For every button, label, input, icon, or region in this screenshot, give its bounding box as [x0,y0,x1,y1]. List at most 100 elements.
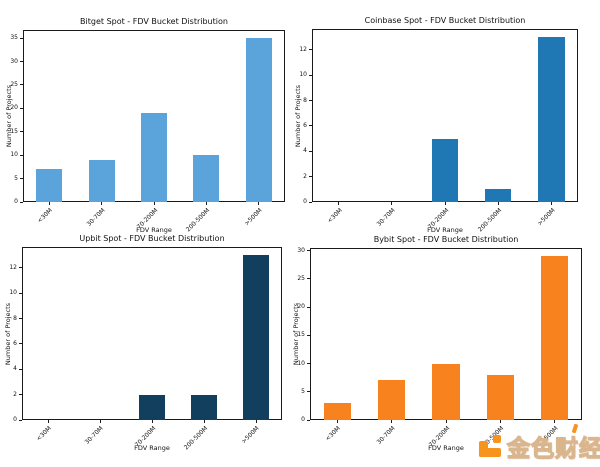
y-tick-label: 6 [13,339,17,347]
y-tick-mark [309,176,312,178]
bar [88,159,115,202]
y-tick-label: 10 [299,71,307,79]
x-tick-label: 30-70M [375,207,397,228]
y-tick-mark [19,343,22,345]
x-tick-label: 30-70M [375,425,397,446]
y-tick-mark [307,334,310,336]
y-tick-mark [19,368,22,370]
y-tick-mark [307,278,310,280]
y-tick-label: 15 [10,127,18,135]
x-tick-label: 30-70M [84,425,105,446]
x-tick-mark [445,420,447,423]
plot-area [22,247,282,420]
bar [245,38,272,202]
y-tick-mark [307,419,310,421]
y-tick-mark [309,125,312,127]
bar [140,113,168,202]
x-tick-label: 30-70M [85,207,107,228]
y-tick-label: 20 [297,303,305,311]
bar [243,255,269,420]
x-tick-mark [205,202,207,205]
y-tick-label: 0 [301,416,305,423]
y-tick-label: 5 [301,387,305,395]
y-tick-label: 30 [10,57,18,65]
x-tick-mark [151,420,153,423]
x-tick-mark [99,420,101,423]
x-tick-label: <30M [324,425,343,443]
y-tick-label: 20 [10,104,18,112]
y-tick-mark [19,267,22,269]
y-tick-label: 35 [10,34,18,42]
bar [432,363,460,420]
y-tick-label: 0 [13,416,17,423]
y-tick-mark [20,61,23,63]
x-tick-label: >500M [240,425,261,446]
chart-title: Coinbase Spot - FDV Bucket Distribution [364,16,526,25]
bar [431,138,459,202]
y-tick-label: 8 [303,96,307,104]
y-tick-label: 25 [297,274,305,282]
x-tick-label: >500M [536,207,557,228]
y-tick-label: 15 [297,331,305,339]
y-tick-mark [307,250,310,252]
y-tick-label: 10 [9,289,17,297]
x-tick-label: <30M [325,207,344,225]
y-tick-mark [20,107,23,109]
chart-title: Bybit Spot - FDV Bucket Distribution [373,235,519,244]
x-tick-label: <30M [36,207,55,225]
y-tick-label: 8 [13,314,17,322]
jinse-watermark-text: 金色财经 [506,435,600,462]
chart-title: Upbit Spot - FDV Bucket Distribution [79,234,225,243]
chart-coinbase-spot: Coinbase Spot - FDV Bucket Distribution N… [294,0,600,234]
x-tick-mark [499,420,501,423]
bar [323,403,351,420]
y-tick-label: 12 [9,263,17,271]
x-tick-mark [153,202,155,205]
x-tick-mark [48,202,50,205]
y-tick-mark [20,84,23,86]
x-tick-mark [497,202,499,205]
bar [36,169,63,202]
bar [486,374,514,420]
y-tick-label: 4 [13,365,17,373]
jinse-watermark: 金色财经 [479,423,600,464]
x-tick-mark [554,420,556,423]
y-tick-mark [20,37,23,39]
x-tick-mark [391,202,393,205]
y-tick-mark [309,150,312,152]
x-tick-mark [391,420,393,423]
bar [541,256,569,420]
y-axis-label: Number of Projects [294,84,302,147]
jinse-logo-hbar [479,447,501,457]
x-tick-mark [203,420,205,423]
y-tick-label: 2 [13,390,17,398]
y-tick-label: 5 [14,174,18,182]
y-tick-label: 10 [10,151,18,159]
bar [191,394,217,420]
x-axis-label: FDV Range [134,444,170,452]
y-tick-mark [20,201,23,203]
y-tick-mark [307,363,310,364]
y-tick-mark [309,74,312,76]
y-tick-mark [309,201,312,203]
jinse-logo-dot [493,435,501,443]
y-tick-label: 30 [297,246,305,254]
y-tick-label: 6 [303,121,307,129]
y-tick-label: 2 [303,172,307,180]
x-tick-mark [255,420,257,423]
y-tick-mark [20,131,23,133]
jinse-logo-icon [479,435,501,457]
x-tick-mark [444,202,446,205]
y-tick-label: 25 [10,80,18,88]
x-tick-mark [258,202,260,205]
y-tick-mark [309,100,312,102]
y-tick-mark [307,391,310,393]
y-axis-label: Number of Projects [5,84,13,148]
x-axis-label: FDV Range [428,444,464,452]
y-tick-mark [20,154,23,156]
bar [378,380,406,420]
x-tick-mark [336,420,338,423]
x-axis-label: FDV Range [427,226,463,234]
y-tick-mark [19,394,22,396]
